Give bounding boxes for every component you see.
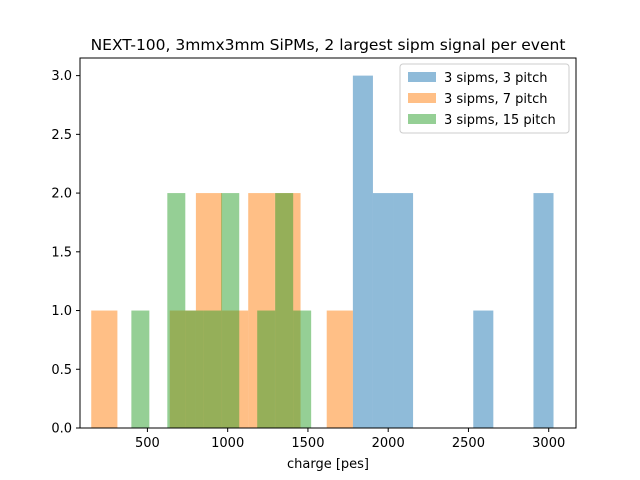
legend-entry-label: 3 sipms, 15 pitch xyxy=(444,113,556,128)
bar-series-1-bin-7 xyxy=(473,310,494,428)
chart-title: NEXT-100, 3mmx3mm SiPMs, 2 largest sipm … xyxy=(91,36,566,54)
legend-swatch xyxy=(408,114,436,124)
y-tick-label: 3.0 xyxy=(51,69,72,84)
x-axis-label: charge [pes] xyxy=(287,457,369,472)
x-tick-label: 2500 xyxy=(452,436,485,451)
bar-series-2-bin-1 xyxy=(91,310,118,428)
y-tick-label: 2.5 xyxy=(51,128,72,143)
bar-series-1-bin-3 xyxy=(393,193,414,428)
bar-series-3-bin-6 xyxy=(221,193,240,428)
bar-series-1-bin-10 xyxy=(533,193,554,428)
bar-series-2-bin-10 xyxy=(326,310,353,428)
y-tick-label: 1.5 xyxy=(51,245,72,260)
bars xyxy=(91,75,554,429)
x-tick-label: 2000 xyxy=(372,436,405,451)
bar-series-3-bin-8 xyxy=(257,310,276,428)
bar-series-3-bin-5 xyxy=(203,310,222,428)
y-axis: 0.0 0.5 1.0 1.5 2.0 2.5 3.0 xyxy=(51,69,80,437)
x-tick-label: 1000 xyxy=(211,436,244,451)
y-tick-label: 1.0 xyxy=(51,304,72,319)
bar-series-1-bin-1 xyxy=(352,75,373,429)
y-tick-label: 2.0 xyxy=(51,187,72,202)
legend-swatch xyxy=(408,72,436,82)
x-tick-label: 3000 xyxy=(532,436,565,451)
legend-entry-label: 3 sipms, 7 pitch xyxy=(444,92,548,107)
legend-entry-label: 3 sipms, 3 pitch xyxy=(444,71,548,86)
axes-frame xyxy=(79,57,577,429)
bar-series-3-bin-10 xyxy=(293,310,312,428)
bar-series-1-bin-2 xyxy=(372,193,393,428)
bar-series-3-bin-9 xyxy=(275,193,294,428)
x-tick-label: 500 xyxy=(135,436,160,451)
legend-swatch xyxy=(408,93,436,103)
bar-series-3-bin-3 xyxy=(167,193,186,428)
legend-frame xyxy=(399,63,570,134)
bar-series-3-bin-4 xyxy=(185,310,204,428)
x-axis: 500 1000 1500 2000 2500 3000 xyxy=(135,428,565,451)
legend: 3 sipms, 3 pitch 3 sipms, 7 pitch 3 sipms,… xyxy=(399,63,570,134)
bar-series-3-bin-1 xyxy=(131,310,150,428)
x-tick-label: 1500 xyxy=(291,436,324,451)
y-tick-label: 0.0 xyxy=(51,422,72,437)
y-tick-label: 0.5 xyxy=(51,363,72,378)
